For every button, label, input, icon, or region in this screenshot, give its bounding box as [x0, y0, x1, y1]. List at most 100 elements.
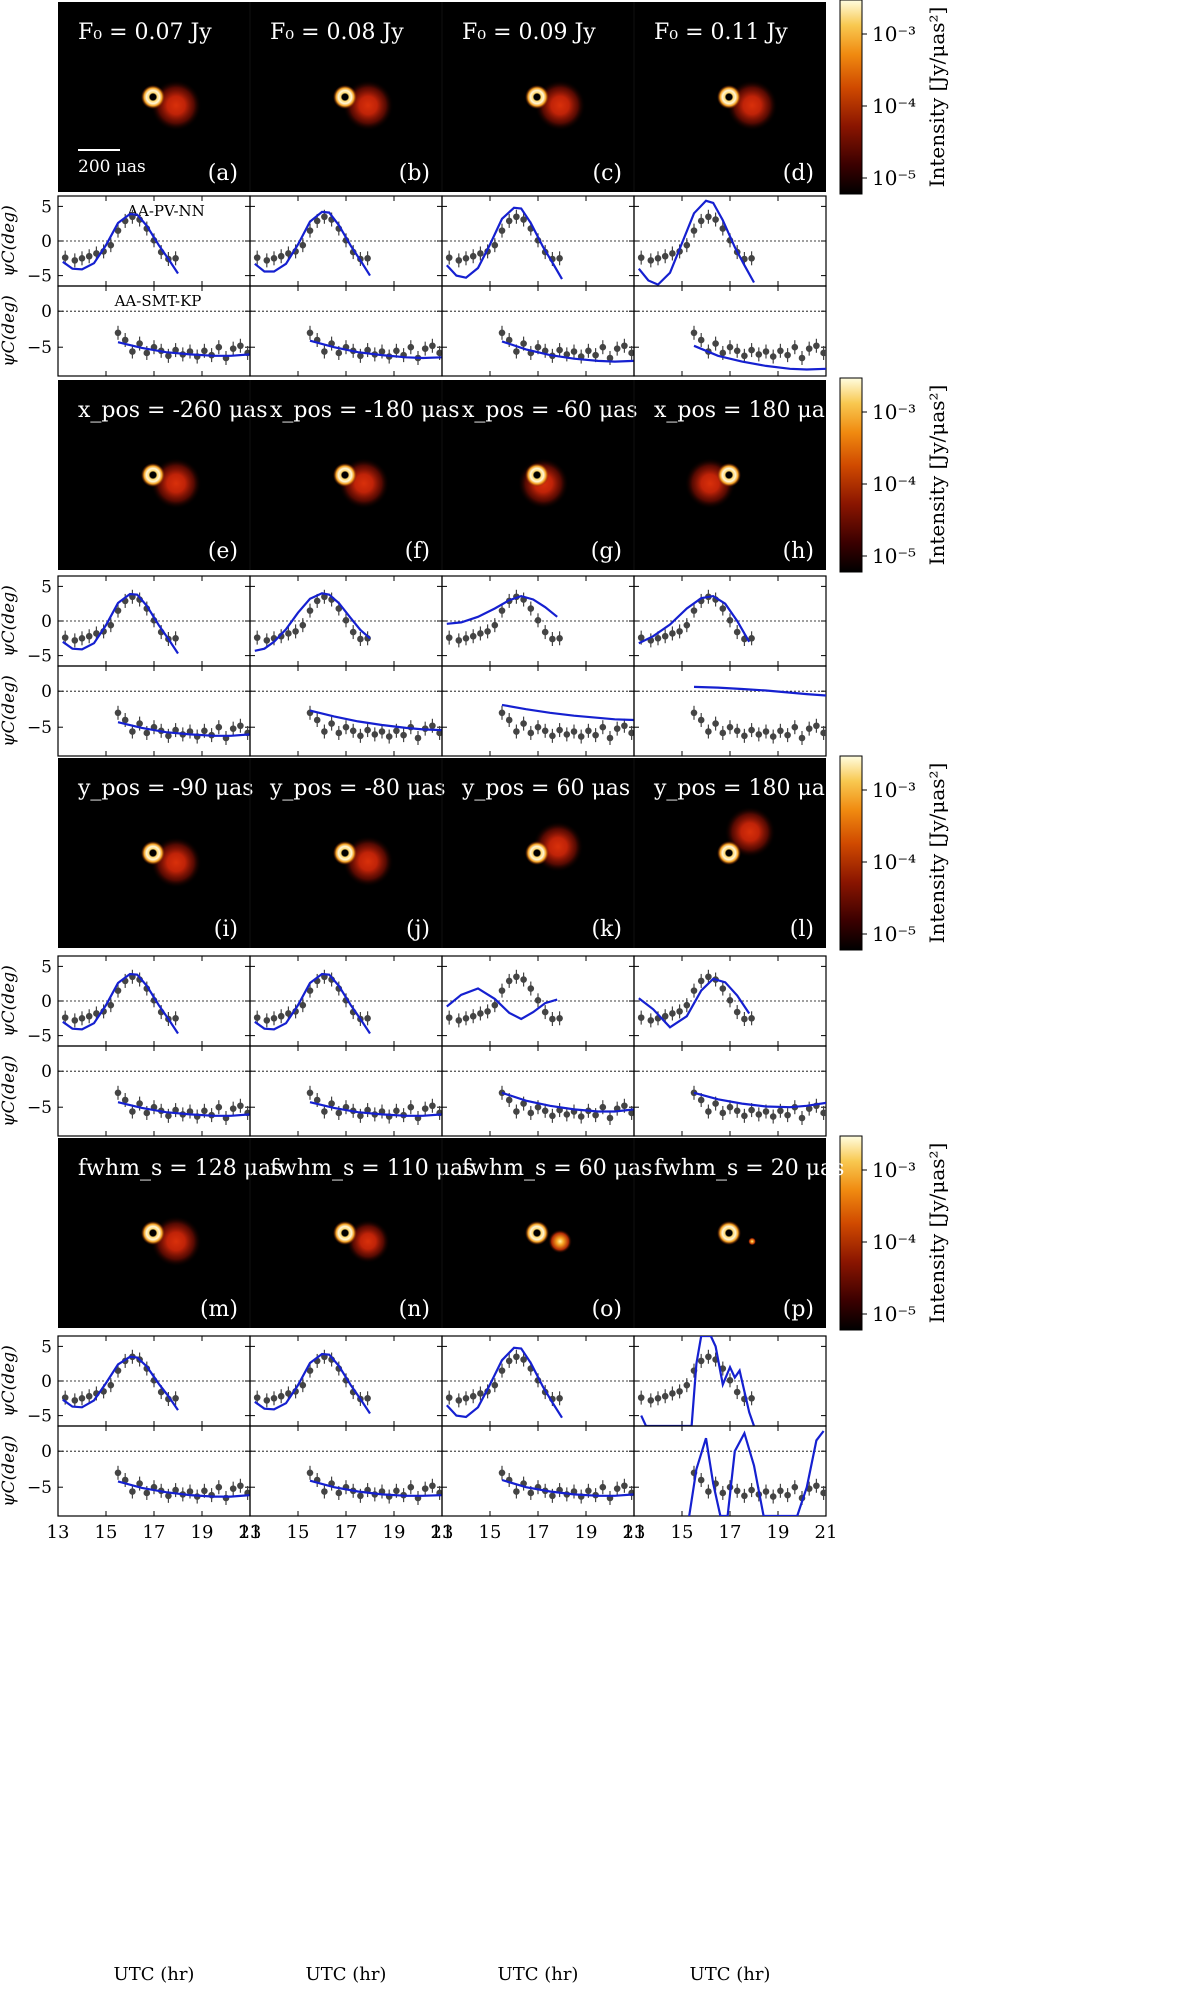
data-point — [613, 345, 621, 352]
data-point — [791, 343, 799, 351]
y-axis-label: ψC(deg) — [0, 1055, 19, 1126]
data-point — [541, 1107, 549, 1115]
y-tick-label: −5 — [27, 338, 52, 358]
data-point — [107, 621, 115, 629]
subplot-top-5 — [249, 575, 443, 667]
data-point — [733, 1388, 741, 1396]
data-point — [285, 250, 292, 257]
data-point — [690, 329, 698, 337]
model-line — [501, 703, 634, 722]
subplot-bot-14: 13 15 17 19 21 — [431, 1425, 645, 1543]
model-line — [309, 1101, 442, 1117]
data-point — [690, 987, 698, 994]
x-tick-label: 15 — [95, 1522, 118, 1543]
data-point — [647, 257, 655, 264]
data-point — [143, 1109, 151, 1117]
panel-param-label: x_pos = -260 μas — [78, 398, 268, 423]
data-point — [513, 1353, 520, 1361]
data-point — [628, 729, 634, 737]
panel-param-label: y_pos = -80 μas — [269, 776, 446, 801]
data-point — [577, 1113, 585, 1120]
x-tick-label: 13 — [47, 1522, 70, 1543]
data-point — [342, 723, 350, 731]
observations — [61, 209, 179, 268]
data-point — [791, 1483, 799, 1491]
data-point — [748, 726, 755, 734]
data-point — [270, 1395, 278, 1402]
data-point — [498, 1367, 506, 1374]
data-point — [357, 1492, 364, 1500]
data-point — [705, 1108, 712, 1115]
plot-frame — [57, 665, 251, 757]
observations — [498, 1085, 634, 1125]
data-point — [263, 1397, 271, 1404]
data-point — [676, 1008, 683, 1015]
data-point — [733, 347, 741, 355]
model-line — [254, 972, 371, 1035]
data-point — [726, 723, 734, 731]
data-point — [777, 347, 784, 355]
secondary-source — [748, 1237, 757, 1246]
data-point — [726, 1103, 734, 1111]
model-line — [254, 1352, 371, 1415]
data-point — [165, 352, 172, 360]
secondary-source — [346, 1219, 390, 1264]
plot-frame — [633, 285, 827, 377]
model-line — [445, 1346, 563, 1419]
data-point — [498, 329, 506, 337]
data-point — [748, 1395, 755, 1402]
data-point — [719, 985, 727, 992]
colorbar — [839, 0, 863, 195]
data-point — [215, 1103, 223, 1111]
y-tick-label: −5 — [27, 1478, 52, 1498]
panel-param-label: fwhm_s = 20 μas — [654, 1156, 844, 1181]
data-point — [253, 254, 261, 261]
panel-param-label: fwhm_s = 110 μas — [270, 1156, 474, 1181]
ring-source — [141, 85, 165, 109]
data-point — [741, 352, 748, 360]
plot-frame — [57, 1045, 251, 1137]
data-point — [520, 1356, 527, 1363]
data-point — [726, 617, 734, 624]
data-point — [455, 257, 463, 264]
data-point — [697, 1096, 705, 1104]
data-point — [462, 255, 470, 262]
data-point — [71, 1397, 79, 1404]
subplot-top-4: 5 0 −5 ψC(deg) — [0, 575, 251, 667]
data-point — [505, 336, 513, 344]
data-point — [400, 731, 407, 739]
panel-id: (n) — [399, 1297, 430, 1322]
subplot-bot-10 — [441, 1045, 635, 1137]
y-axis-label: ψC(deg) — [0, 205, 19, 276]
subplot-bot-2 — [441, 285, 635, 377]
colorbar — [839, 1135, 863, 1331]
data-point — [107, 241, 115, 249]
data-point — [549, 732, 556, 740]
plot-frame — [249, 285, 443, 377]
data-point — [813, 342, 820, 350]
x-tick-label: 13 — [623, 1522, 646, 1543]
model-line — [254, 210, 371, 277]
colorbar-tick-label: 10⁻⁵ — [872, 1302, 916, 1326]
scalebar-label: 200 μas — [78, 157, 146, 177]
data-point — [484, 628, 491, 635]
observations — [498, 705, 634, 745]
y-axis-label: ψC(deg) — [0, 1345, 19, 1416]
data-point — [505, 1357, 513, 1365]
observations — [61, 1349, 179, 1408]
data-point — [429, 722, 436, 730]
data-point — [129, 1488, 136, 1495]
observations — [637, 969, 755, 1028]
data-point — [491, 241, 499, 249]
x-tick-label: 19 — [383, 1522, 406, 1543]
panel-id: (g) — [591, 539, 622, 564]
subplot-top-3 — [633, 195, 827, 287]
data-point — [364, 1015, 371, 1022]
subplot-top-12: 5 0 −5 ψC(deg) — [0, 1335, 251, 1427]
data-point — [71, 257, 79, 264]
ring-source — [141, 463, 165, 487]
panel-id: (p) — [783, 1297, 814, 1322]
data-point — [733, 727, 741, 735]
colorbar-tick-label: 10⁻⁵ — [872, 922, 916, 946]
